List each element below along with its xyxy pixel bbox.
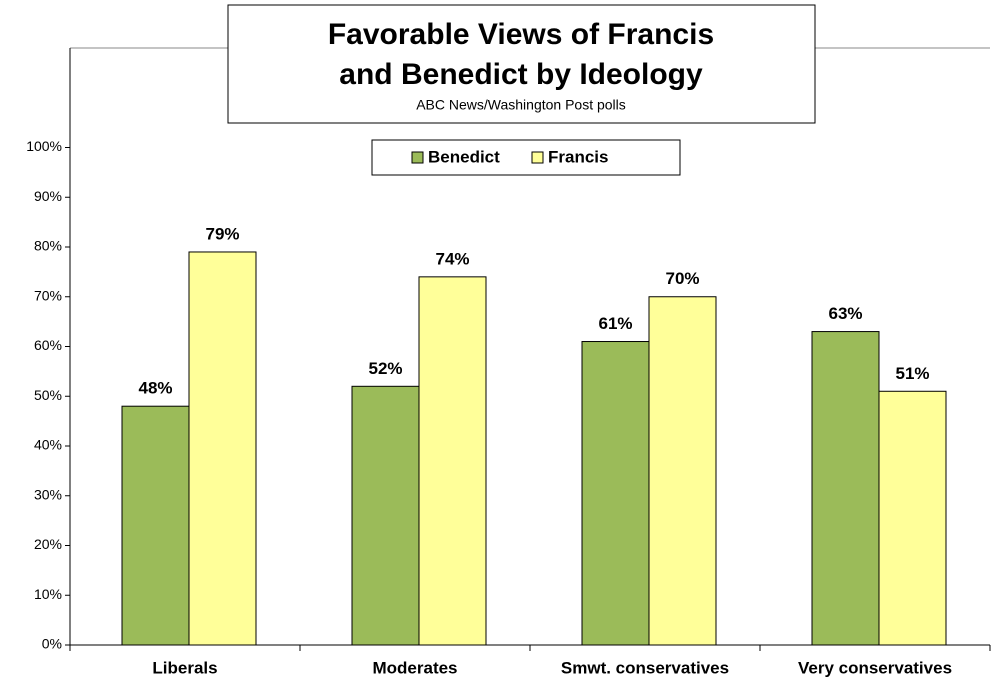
legend-swatch [531, 151, 544, 164]
data-label: 79% [205, 224, 239, 243]
bar [351, 385, 420, 646]
data-label: 51% [895, 364, 929, 383]
y-tick-label: 70% [34, 287, 62, 303]
chart-title: and Benedict by Ideology [339, 58, 703, 91]
legend-label: Benedict [428, 147, 500, 166]
x-tick-label: Moderates [372, 658, 457, 677]
legend-swatch [411, 151, 424, 164]
x-tick-label: Very conservatives [798, 658, 952, 677]
y-tick-label: 100% [26, 138, 62, 154]
bar [581, 341, 650, 646]
data-label: 70% [665, 269, 699, 288]
y-tick-label: 80% [34, 238, 62, 254]
data-label: 74% [435, 249, 469, 268]
bar [121, 405, 190, 646]
y-tick-label: 90% [34, 188, 62, 204]
legend-label: Francis [548, 147, 608, 166]
x-tick-label: Smwt. conservatives [561, 658, 729, 677]
data-label: 63% [828, 304, 862, 323]
y-tick-label: 0% [42, 636, 62, 652]
x-tick-label: Liberals [152, 658, 217, 677]
bar [878, 390, 947, 646]
title-box [227, 4, 816, 124]
y-tick-label: 30% [34, 486, 62, 502]
data-label: 52% [368, 359, 402, 378]
y-tick-label: 60% [34, 337, 62, 353]
bar [188, 251, 257, 646]
chart-title: Favorable Views of Francis [328, 18, 714, 51]
chart-subtitle: ABC News/Washington Post polls [416, 97, 626, 113]
bar [648, 296, 717, 646]
y-tick-label: 40% [34, 437, 62, 453]
y-tick-label: 10% [34, 586, 62, 602]
bar [418, 276, 487, 646]
y-tick-label: 50% [34, 387, 62, 403]
data-label: 48% [138, 379, 172, 398]
data-label: 61% [598, 314, 632, 333]
bar [811, 331, 880, 646]
y-tick-label: 20% [34, 536, 62, 552]
